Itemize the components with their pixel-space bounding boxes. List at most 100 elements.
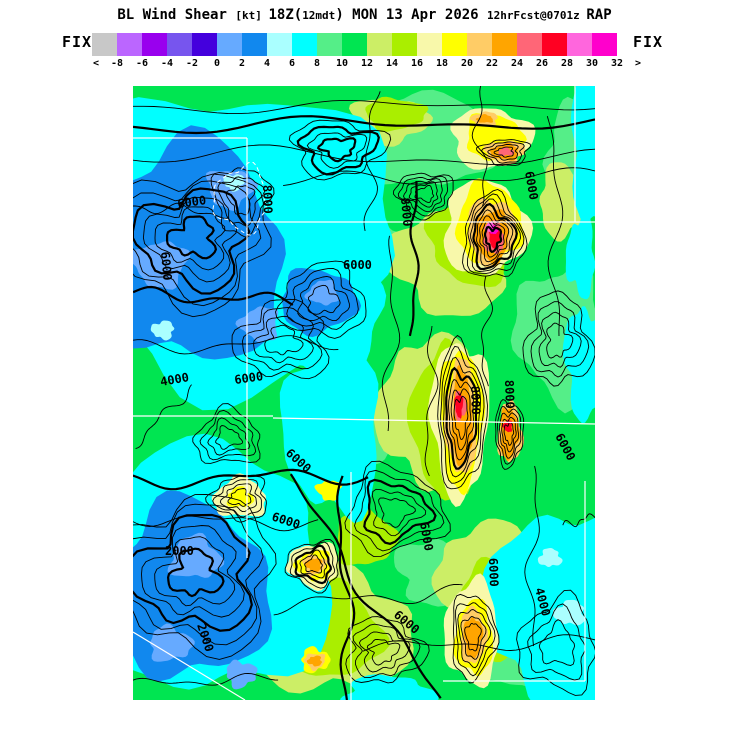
contour-loop xyxy=(210,167,275,238)
contour-label: 6000 xyxy=(176,193,207,211)
contour-loop xyxy=(527,603,586,681)
contour-label: 8000 xyxy=(398,197,414,227)
field-region xyxy=(498,147,515,157)
contour-loop xyxy=(289,541,336,589)
contour-loop xyxy=(133,180,262,307)
county-line xyxy=(133,631,246,700)
tick-label: 18 xyxy=(435,58,449,69)
colorbar-swatch-14 xyxy=(442,33,467,56)
contour-label: 6000 xyxy=(158,251,174,281)
tick-label: -6 xyxy=(135,58,149,69)
contour-label: 6000 xyxy=(486,558,501,587)
contour-loop xyxy=(299,549,328,579)
contour-loop xyxy=(284,538,339,594)
colorbar-swatch-19 xyxy=(567,33,592,56)
tick-label: 2 xyxy=(238,58,246,69)
contour-loop xyxy=(316,137,357,163)
tick-label: 16 xyxy=(410,58,424,69)
contour-label: 8000 xyxy=(468,386,483,415)
tick-label: 0 xyxy=(213,58,221,69)
contour-loop xyxy=(457,609,492,669)
contour-loop xyxy=(496,406,522,465)
contour-loop xyxy=(450,388,472,451)
contour-loop xyxy=(538,619,576,666)
contour-label: 6000 xyxy=(233,369,264,387)
contour-loop xyxy=(217,176,266,227)
tick-label: 24 xyxy=(510,58,524,69)
contour-loop xyxy=(452,593,500,684)
contour-loop xyxy=(414,184,435,203)
tick-label: 22 xyxy=(485,58,499,69)
contour-line xyxy=(363,91,381,231)
field-region xyxy=(306,655,322,667)
contour-loop xyxy=(166,215,218,260)
colorbar-swatch-17 xyxy=(517,33,542,56)
contour-loop xyxy=(498,412,520,459)
colorbar-swatch-0 xyxy=(92,33,117,56)
field-region xyxy=(340,674,439,700)
contour-loop xyxy=(275,260,367,339)
colorbar-swatch-15 xyxy=(467,33,492,56)
contour-loop xyxy=(378,497,416,528)
contour-loop xyxy=(470,198,521,272)
contour-loop xyxy=(227,488,252,507)
contour-loop xyxy=(493,146,514,158)
title-segment: RAP xyxy=(586,7,612,23)
colorbar-swatches xyxy=(92,33,617,56)
contour-loop xyxy=(207,417,251,456)
contour-loop xyxy=(141,525,245,618)
contour-loop xyxy=(288,119,392,181)
contour-loop xyxy=(307,284,341,315)
dashed-county-line xyxy=(212,162,267,236)
contour-loop xyxy=(397,175,449,217)
contour-loop xyxy=(344,460,451,557)
contour-loop xyxy=(483,225,503,253)
colorbar-swatch-2 xyxy=(142,33,167,56)
page-title: BL Wind Shear [kt] 18Z(12mdt) MON 13 Apr… xyxy=(0,4,729,23)
tick-arrow-left: < xyxy=(92,58,100,69)
tick-label: 12 xyxy=(360,58,374,69)
contour-loop xyxy=(286,267,359,330)
field-region xyxy=(150,623,195,662)
contour-line xyxy=(471,86,488,207)
colorbar-swatch-10 xyxy=(342,33,367,56)
contour-loop xyxy=(462,189,528,277)
tick-label: -2 xyxy=(185,58,199,69)
contour-loop xyxy=(538,311,582,368)
contour-loop xyxy=(166,547,225,598)
contour-loop xyxy=(503,421,515,446)
field-region xyxy=(150,320,175,341)
contour-line xyxy=(562,513,595,528)
contour-loop xyxy=(408,181,439,208)
contour-line xyxy=(133,515,319,532)
contour-label: 8000 xyxy=(502,380,517,409)
contour-loop xyxy=(304,554,323,574)
contour-loop xyxy=(476,209,514,267)
colorbar-swatch-1 xyxy=(117,33,142,56)
colorbar-ticks: < -8 -6 -4 -2 0 2 4 6 8 10 12 14 16 18 20 22 24 26 28 30 32 > xyxy=(92,58,652,71)
contour-line xyxy=(381,235,401,432)
contour-loop xyxy=(495,398,525,470)
contour-loop xyxy=(133,493,277,660)
tick-label: 14 xyxy=(385,58,399,69)
contour-loop xyxy=(345,616,430,684)
tick-label: 6 xyxy=(288,58,296,69)
contour-loop xyxy=(306,132,368,169)
contour-loop xyxy=(366,638,401,666)
contour-loop xyxy=(437,334,488,490)
colorbar-swatch-20 xyxy=(592,33,617,56)
tick-label: 30 xyxy=(585,58,599,69)
contour-label: 4000 xyxy=(159,370,190,389)
contour-line xyxy=(133,99,595,115)
contour-label: 6000 xyxy=(343,258,372,272)
title-segment: 18Z( xyxy=(268,7,303,23)
contour-loop xyxy=(460,616,487,660)
map-canvas: 6000 8000 6000 8000 6000 8000 8000 6000 4000 6000… xyxy=(133,86,595,700)
contour-loop xyxy=(448,378,475,461)
title-segment: 12mdt xyxy=(302,9,336,22)
contour-loop xyxy=(455,602,496,677)
contour-loop xyxy=(403,178,443,213)
colorbar-swatch-8 xyxy=(292,33,317,56)
county-line xyxy=(272,417,595,425)
tick-label: 32 xyxy=(610,58,624,69)
